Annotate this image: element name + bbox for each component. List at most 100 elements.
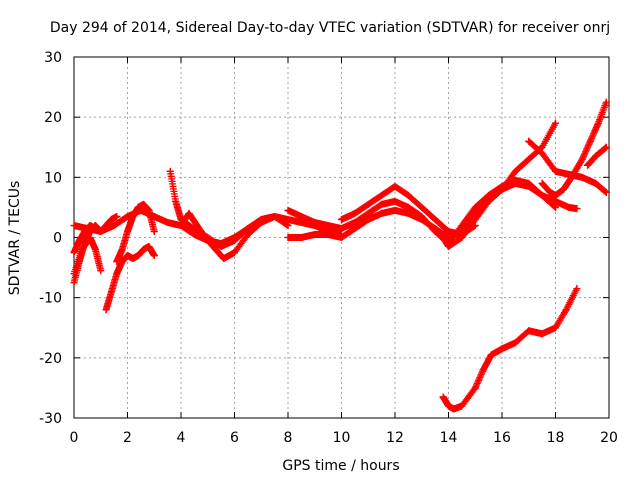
data-point bbox=[552, 191, 559, 199]
data-point bbox=[431, 224, 439, 232]
data-point bbox=[311, 218, 319, 226]
x-tick-label: 10 bbox=[333, 430, 351, 446]
data-point bbox=[418, 215, 426, 223]
data-point bbox=[404, 203, 412, 211]
x-tick-label: 14 bbox=[440, 430, 458, 446]
y-axis-label: SDTVAR / TECUs bbox=[7, 181, 23, 296]
data-point bbox=[97, 227, 105, 235]
data-point bbox=[311, 230, 319, 238]
y-tick-label: 20 bbox=[44, 110, 62, 126]
data-point bbox=[140, 200, 148, 208]
data-point bbox=[511, 339, 519, 347]
data-point bbox=[185, 209, 193, 217]
series-arc-18 bbox=[439, 285, 581, 413]
data-point bbox=[271, 212, 279, 220]
data-point bbox=[445, 402, 452, 410]
data-point bbox=[538, 179, 546, 187]
x-tick-label: 2 bbox=[123, 430, 132, 446]
data-point bbox=[450, 405, 458, 413]
data-point bbox=[124, 252, 131, 260]
y-tick-label: -30 bbox=[39, 411, 62, 427]
data-point bbox=[244, 224, 252, 232]
x-tick-label: 4 bbox=[177, 430, 186, 446]
data-point bbox=[573, 205, 581, 213]
data-point bbox=[458, 227, 466, 235]
data-point bbox=[217, 243, 225, 251]
data-point bbox=[172, 197, 180, 205]
data-point bbox=[445, 240, 452, 248]
axis-ticks: 0 2 4 6 8 10 12 14 16 18 20 -30 -20 -10 0 10 20 30 bbox=[39, 50, 618, 446]
data-point bbox=[525, 155, 533, 163]
data-point bbox=[391, 197, 399, 205]
data-point bbox=[102, 306, 110, 314]
data-point bbox=[364, 209, 372, 217]
data-point bbox=[97, 267, 105, 275]
y-tick-label: 30 bbox=[44, 50, 62, 66]
data-point bbox=[324, 230, 332, 238]
data-point bbox=[70, 221, 78, 229]
data-point bbox=[177, 221, 185, 229]
y-tick-label: -10 bbox=[39, 291, 62, 307]
data-point bbox=[145, 243, 153, 251]
series-markers bbox=[439, 285, 581, 413]
data-point bbox=[193, 221, 201, 229]
data-point bbox=[525, 182, 533, 190]
series-arc-17 bbox=[584, 143, 610, 169]
x-tick-label: 16 bbox=[493, 430, 511, 446]
data-point bbox=[70, 279, 78, 287]
x-axis-label: GPS time / hours bbox=[282, 458, 399, 474]
data-point bbox=[552, 119, 559, 127]
series-markers bbox=[102, 243, 158, 314]
data-point bbox=[404, 191, 412, 199]
data-point bbox=[107, 288, 115, 296]
data-point bbox=[602, 143, 610, 151]
data-point bbox=[204, 237, 212, 245]
data-point bbox=[404, 209, 412, 217]
data-point bbox=[78, 246, 86, 254]
data-point bbox=[538, 149, 546, 157]
y-tick-label: 10 bbox=[44, 170, 62, 186]
data-point bbox=[562, 306, 570, 314]
data-point bbox=[284, 215, 292, 223]
data-point bbox=[546, 188, 554, 196]
data-point bbox=[150, 252, 158, 260]
data-point bbox=[378, 191, 386, 199]
data-point bbox=[284, 206, 292, 214]
data-point bbox=[458, 234, 466, 241]
data-point bbox=[150, 212, 158, 220]
data-point bbox=[351, 224, 359, 232]
data-point bbox=[487, 351, 495, 359]
series-arc-4 bbox=[102, 243, 158, 314]
data-point bbox=[297, 218, 305, 226]
data-point bbox=[525, 327, 533, 335]
data-point bbox=[91, 246, 99, 254]
chart-title: Day 294 of 2014, Sidereal Day-to-day VTE… bbox=[50, 20, 610, 36]
data-point bbox=[185, 221, 193, 229]
x-tick-label: 6 bbox=[230, 430, 239, 446]
x-tick-label: 0 bbox=[70, 430, 79, 446]
data-point bbox=[525, 137, 533, 145]
data-point bbox=[498, 185, 506, 193]
data-point bbox=[324, 221, 332, 229]
data-point bbox=[439, 393, 447, 401]
data-point bbox=[338, 215, 345, 223]
data-point bbox=[83, 224, 91, 232]
series-arc-16 bbox=[538, 98, 610, 199]
data-point bbox=[338, 224, 345, 232]
data-point bbox=[110, 221, 118, 229]
data-point bbox=[378, 200, 386, 208]
data-point bbox=[113, 212, 121, 220]
data-point bbox=[586, 137, 594, 145]
data-point bbox=[297, 234, 305, 241]
data-point bbox=[592, 179, 600, 187]
data-point bbox=[378, 209, 386, 217]
data-point bbox=[584, 161, 592, 169]
data-point bbox=[351, 218, 359, 226]
data-point bbox=[431, 215, 439, 223]
data-point bbox=[552, 197, 559, 205]
data-point bbox=[498, 345, 506, 353]
x-tick-label: 18 bbox=[547, 430, 565, 446]
data-point bbox=[565, 203, 573, 211]
data-point bbox=[364, 215, 372, 223]
data-point bbox=[212, 246, 220, 254]
